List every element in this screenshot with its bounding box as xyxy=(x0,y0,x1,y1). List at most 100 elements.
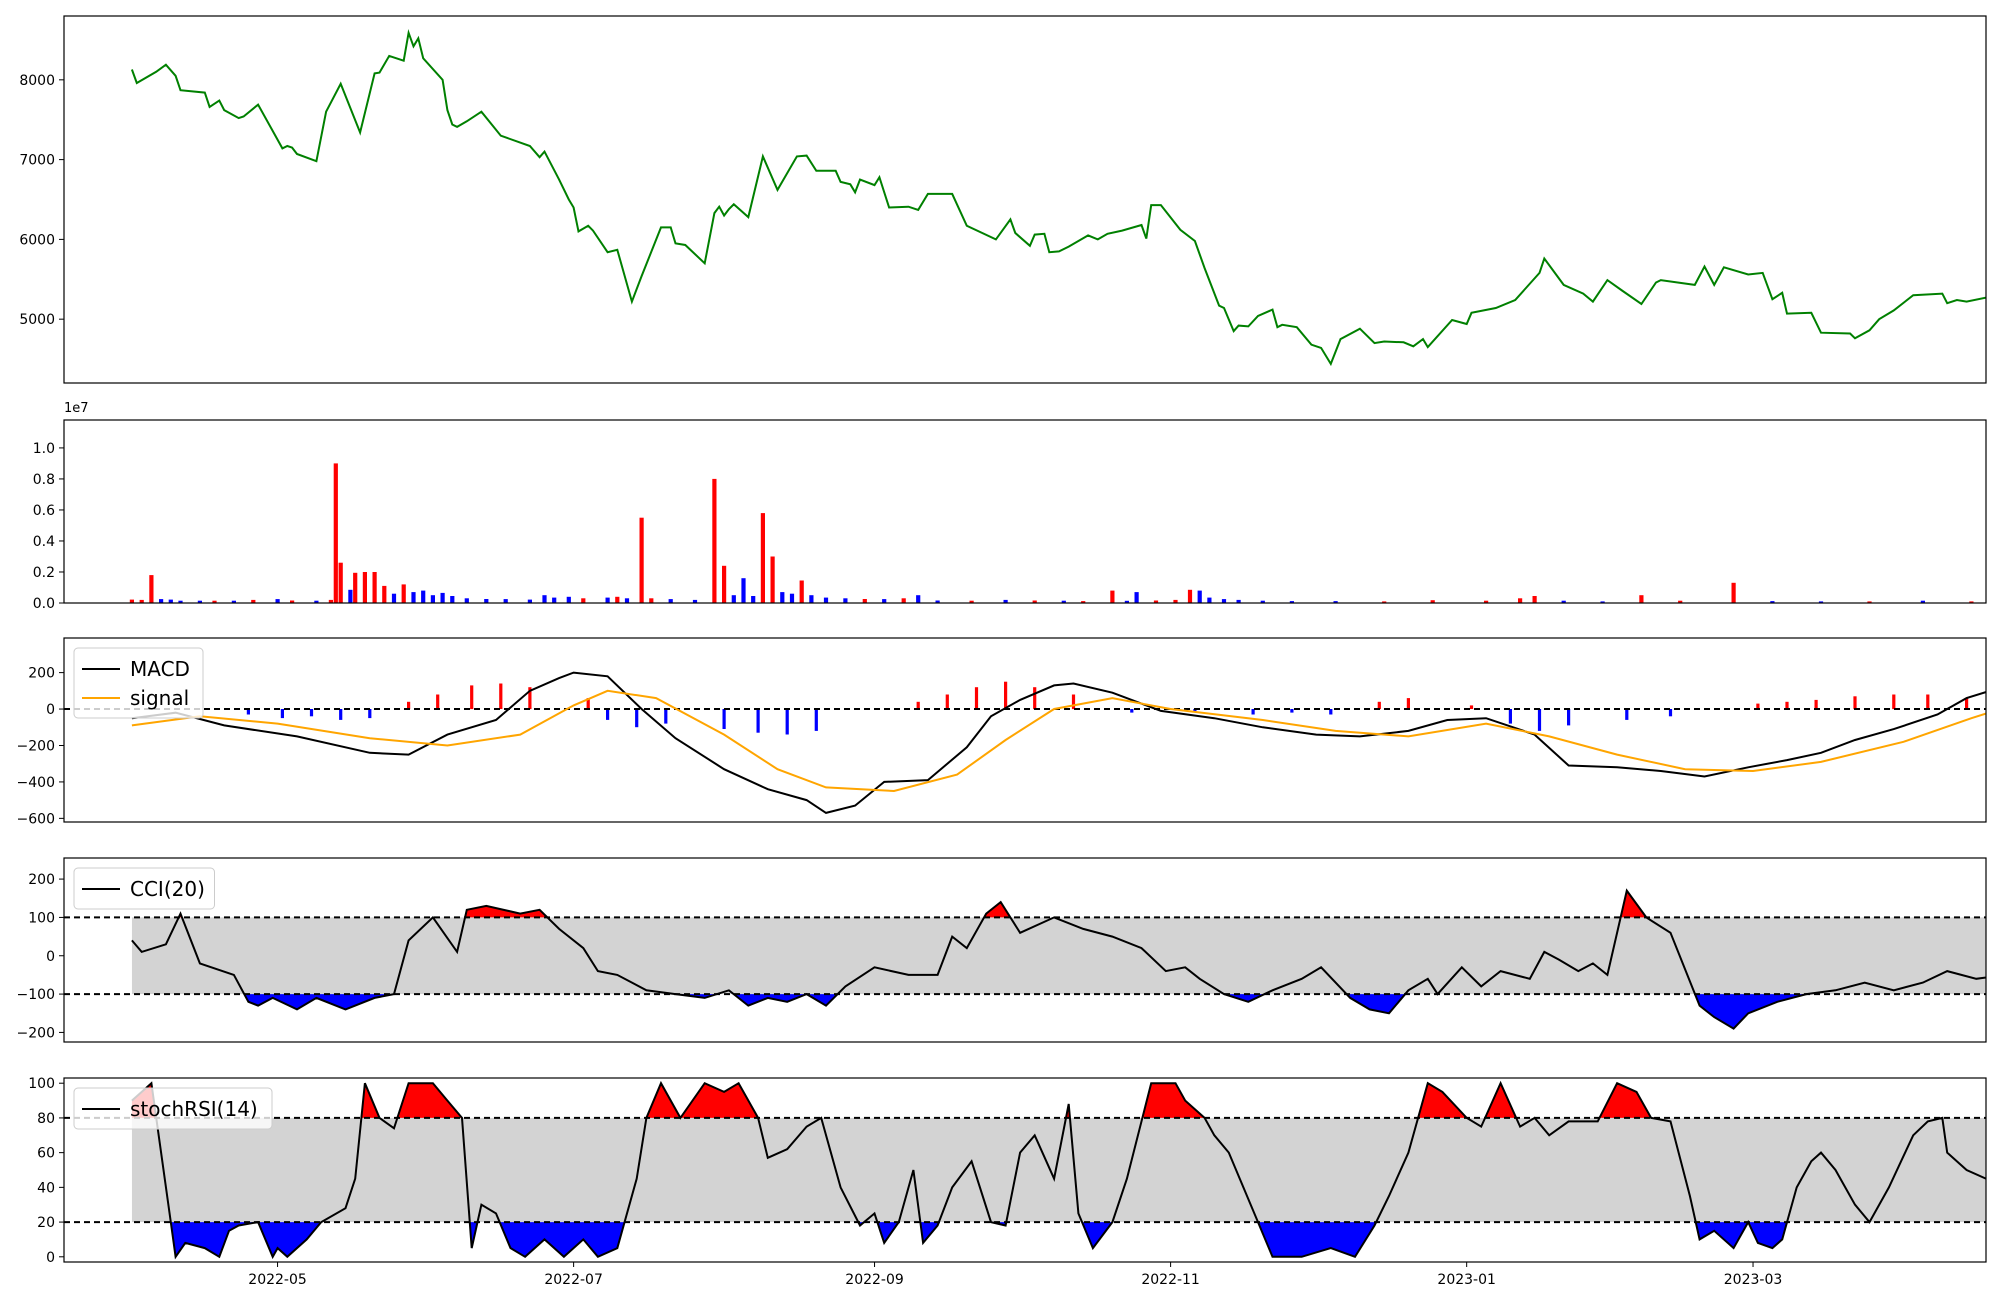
y-tick-label: −200 xyxy=(17,738,55,754)
price-frame xyxy=(63,15,1987,384)
volume-bar xyxy=(333,463,338,603)
volume-frame xyxy=(63,419,1987,604)
macd-histogram-bar xyxy=(756,709,760,733)
volume-bar xyxy=(1187,589,1193,603)
macd-histogram-bar xyxy=(1033,687,1037,710)
volume-bar xyxy=(615,596,620,603)
volume-bar xyxy=(780,592,785,603)
volume-bar xyxy=(1153,600,1159,603)
volume-bar xyxy=(1110,590,1115,603)
y-tick-label: 0 xyxy=(46,702,55,718)
macd-histogram-bar xyxy=(1406,698,1410,709)
legend-label: CCI(20) xyxy=(130,877,205,901)
x-tick-label: 2022-11 xyxy=(1141,1272,1200,1288)
macd-histogram-bar xyxy=(1508,709,1512,724)
volume-bar xyxy=(1532,596,1537,603)
legend-label: MACD xyxy=(130,657,190,681)
macd-plot-area xyxy=(64,671,1986,814)
macd-histogram-bar xyxy=(1193,709,1197,712)
macd-histogram-bar xyxy=(664,709,668,724)
legend-label: signal xyxy=(130,686,189,710)
volume-bar xyxy=(649,598,654,603)
volume-bar xyxy=(1221,599,1227,603)
y-tick-label: 60 xyxy=(37,1146,55,1162)
macd-histogram-bar xyxy=(1377,701,1381,710)
volume-bar xyxy=(314,600,319,603)
panel-stochrsi: 0 20 40 60 80 100 stochRSI(14) xyxy=(28,1076,1987,1266)
macd-histogram-bar xyxy=(246,709,250,715)
macd-histogram-bar xyxy=(945,694,949,710)
volume-bar xyxy=(503,599,508,603)
volume-bar xyxy=(149,575,154,603)
y-tick-label: 100 xyxy=(28,1076,55,1092)
y-tick-label: 1.0 xyxy=(33,441,55,457)
stochrsi-plot-area xyxy=(64,1080,1986,1260)
volume-bar xyxy=(231,600,236,603)
volume-bar xyxy=(969,600,974,603)
volume-bar xyxy=(1678,600,1683,603)
x-tick-label: 2022-07 xyxy=(544,1272,603,1288)
macd-histogram-bar xyxy=(814,709,818,731)
panel-cci: −200 −100 0 100 200 CCI(20) xyxy=(17,857,1987,1043)
volume-bar xyxy=(1032,600,1037,603)
macd-histogram-bar xyxy=(1537,709,1542,731)
volume-bar xyxy=(1236,599,1241,603)
volume-bar xyxy=(916,595,921,603)
volume-bar xyxy=(328,599,333,603)
volume-bar xyxy=(430,595,435,603)
volume-bar xyxy=(1561,600,1566,603)
y-tick-label: −400 xyxy=(17,775,55,791)
volume-bar xyxy=(178,600,183,603)
y-tick-label: 20 xyxy=(37,1215,55,1231)
panel-price: 5000 6000 7000 8000 xyxy=(19,15,1987,384)
volume-bar xyxy=(1124,600,1129,603)
oversold-fill xyxy=(244,994,394,1010)
macd-histogram-bar xyxy=(436,694,440,710)
volume-bar xyxy=(251,599,256,603)
volume-bar xyxy=(692,599,698,603)
macd-histogram-bar xyxy=(1668,709,1673,717)
price-plot-area xyxy=(130,28,1986,367)
overbought-fill xyxy=(1620,890,1647,918)
y-tick-label: 0.8 xyxy=(33,472,55,488)
macd-histogram-bar xyxy=(722,709,726,729)
volume-bar xyxy=(624,598,630,603)
macd-histogram-bar xyxy=(606,709,610,720)
macd-histogram-bar xyxy=(280,709,284,719)
volume-bar xyxy=(1600,601,1605,603)
y-tick-label: −600 xyxy=(17,811,55,827)
macd-histogram-bar xyxy=(1926,694,1930,710)
macd-histogram-bar xyxy=(785,709,789,735)
volume-bar xyxy=(843,598,848,603)
y-tick-label: 0.0 xyxy=(33,596,55,612)
macd-histogram-bar xyxy=(1251,709,1255,715)
x-tick-label: 2023-03 xyxy=(1724,1272,1783,1288)
macd-frame xyxy=(63,637,1987,823)
oversold-fill xyxy=(170,1222,259,1257)
volume-bar xyxy=(1207,597,1212,603)
volume-bar xyxy=(421,590,426,603)
volume-bar xyxy=(935,600,940,603)
macd-histogram-bar xyxy=(916,701,920,710)
indicator-line xyxy=(131,888,1986,1030)
volume-bar xyxy=(139,599,144,603)
macd-histogram-bar xyxy=(407,701,411,710)
volume-bar xyxy=(338,562,343,603)
macd-histogram-bar xyxy=(1329,709,1333,715)
volume-bar xyxy=(464,598,469,603)
volume-bar xyxy=(1920,600,1925,603)
volume-bar xyxy=(382,585,387,603)
oversold-fill xyxy=(1224,994,1265,1002)
signal-line xyxy=(131,689,1986,793)
volume-bar xyxy=(362,572,367,603)
macd-histogram-bar xyxy=(1071,694,1076,710)
volume-bar xyxy=(1260,600,1265,603)
y-tick-label: 7000 xyxy=(19,153,55,169)
panel-volume: 0.0 0.2 0.4 0.6 0.8 1.0 1e7 xyxy=(33,401,1987,612)
volume-bar xyxy=(159,599,164,603)
volume-bar xyxy=(484,599,489,603)
cci-frame xyxy=(63,857,1987,1043)
macd-histogram-bar xyxy=(1892,694,1896,710)
volume-plot-area xyxy=(129,463,1974,603)
